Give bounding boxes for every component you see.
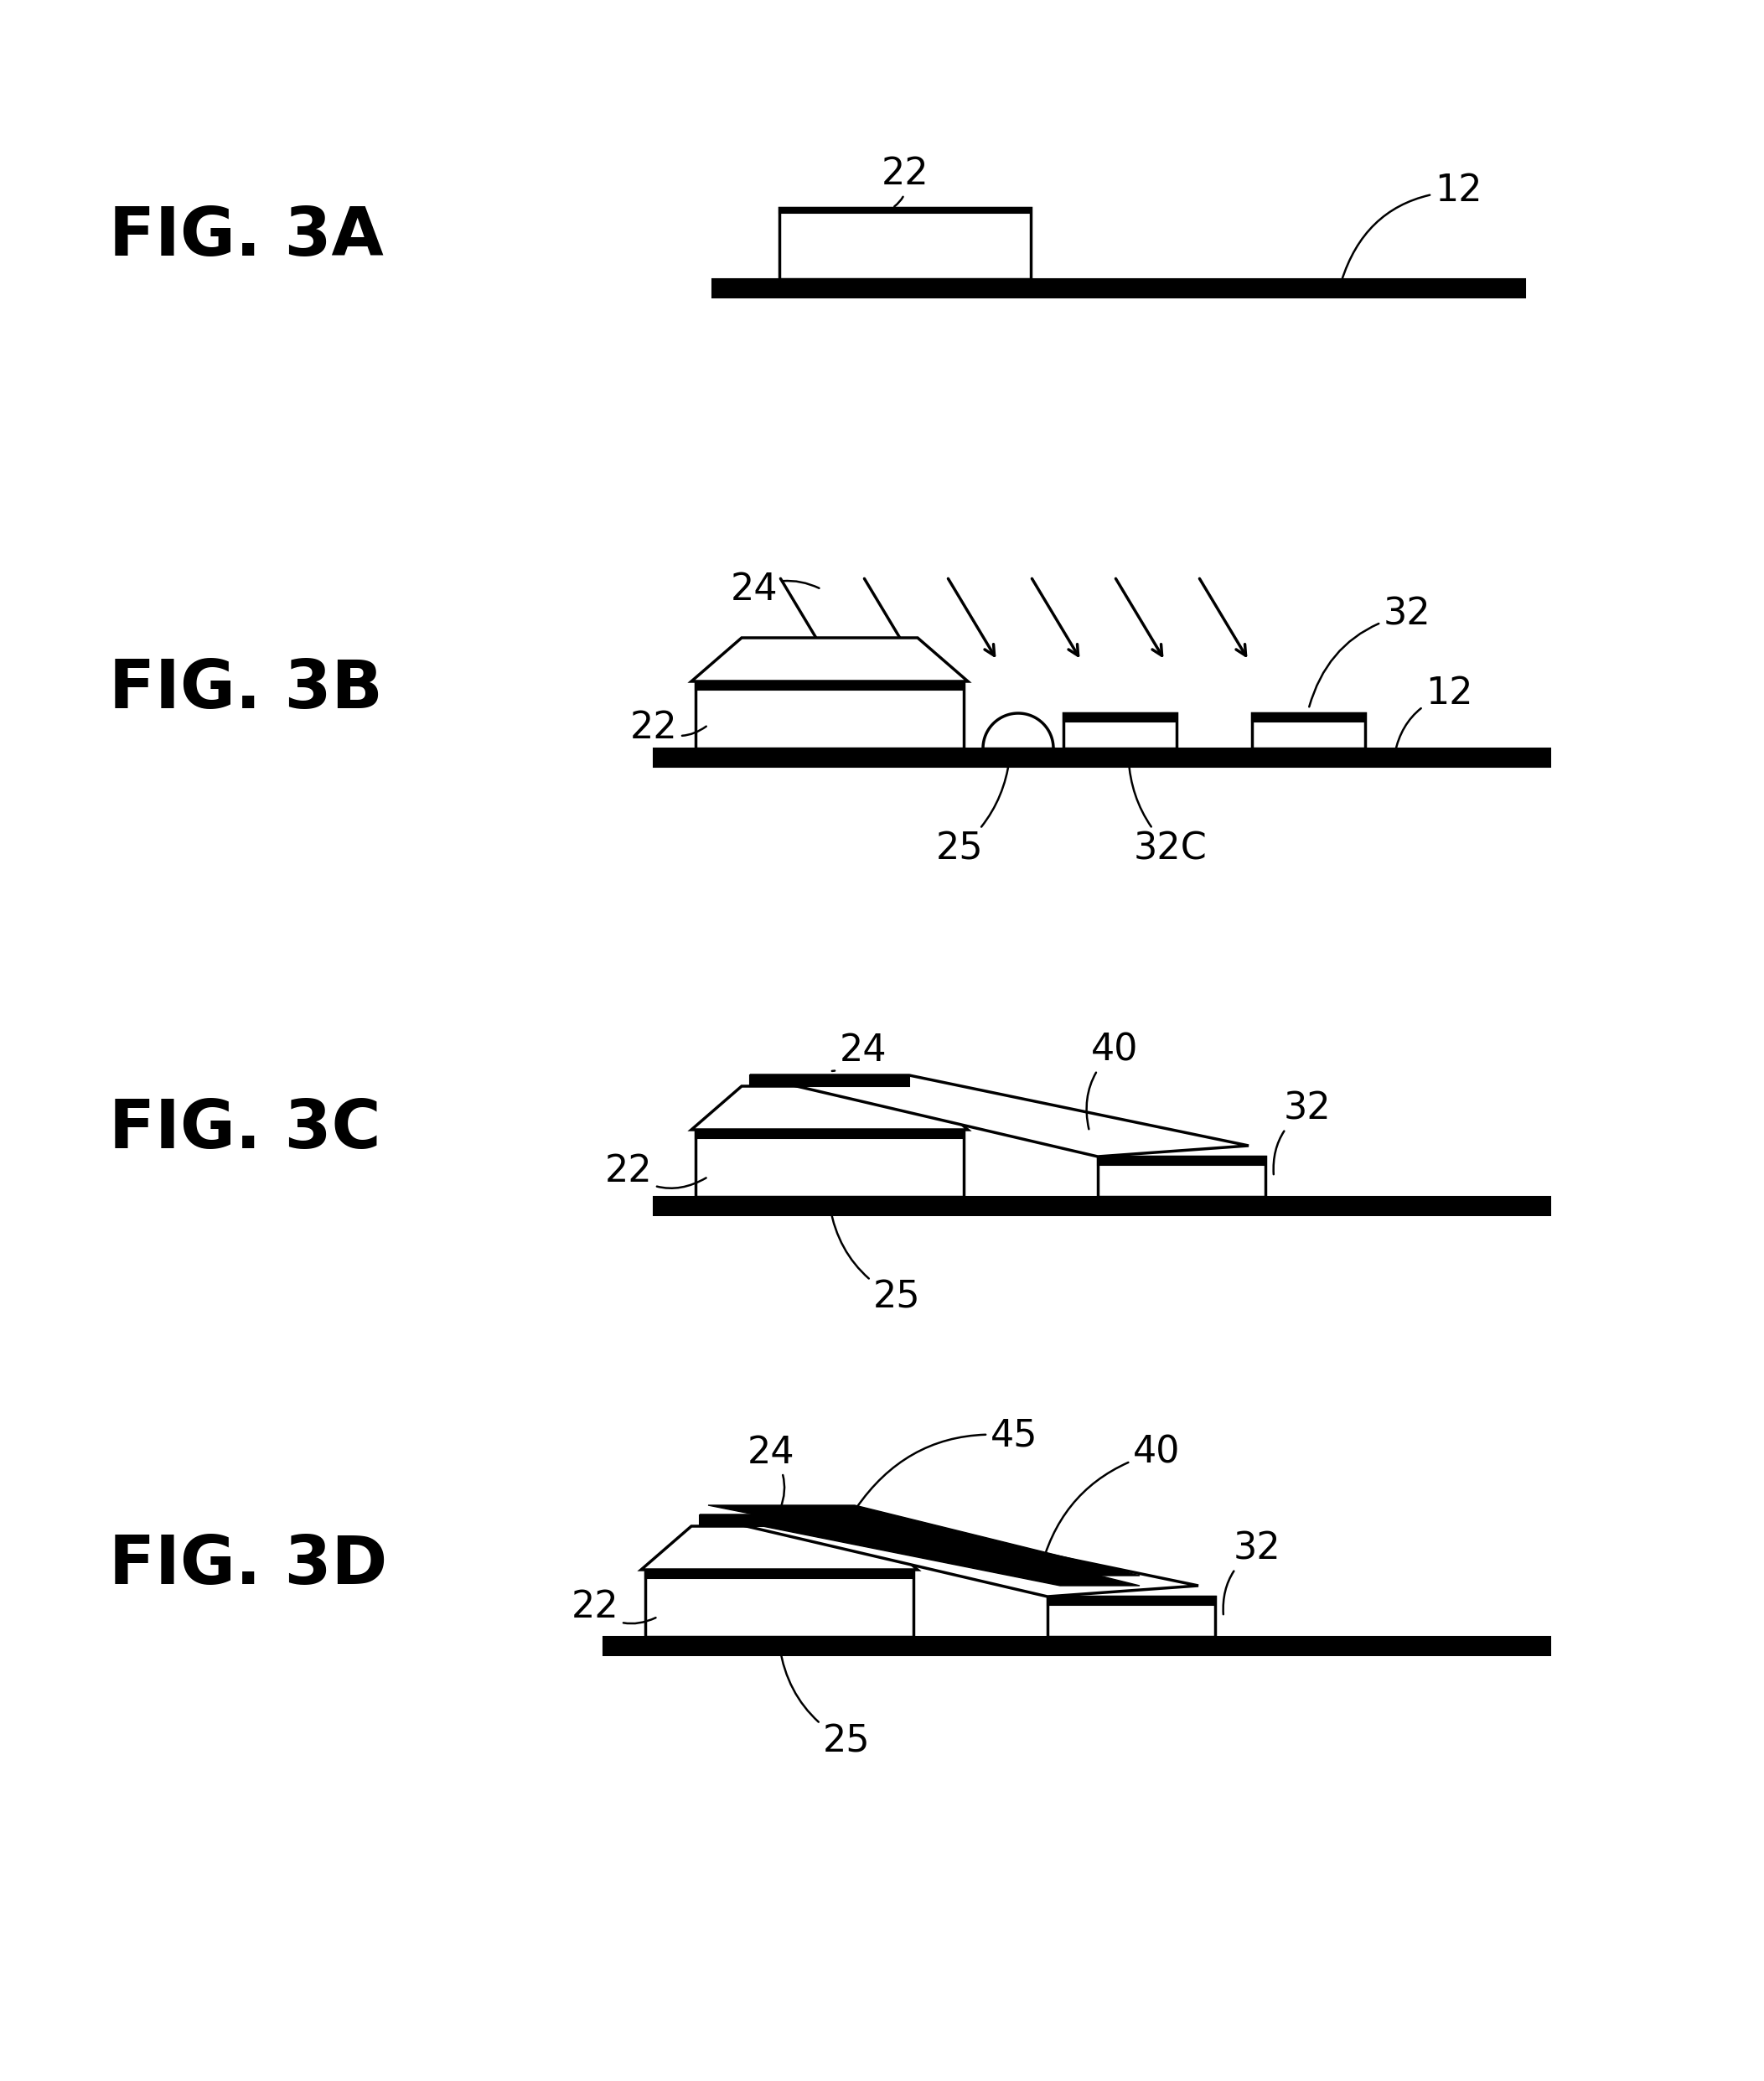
Text: 45: 45 [856, 1417, 1037, 1509]
Bar [695, 1130, 963, 1138]
Text: 32C: 32C [1129, 760, 1207, 868]
Text: FIG. 3D: FIG. 3D [109, 1534, 388, 1598]
Bar [646, 1569, 914, 1638]
Text: 25: 25 [831, 1207, 921, 1315]
Text: 40: 40 [1039, 1434, 1180, 1573]
Polygon shape [691, 1086, 968, 1130]
Bar [713, 279, 1526, 298]
Text: 22: 22 [882, 156, 930, 206]
Text: 40: 40 [1087, 1032, 1138, 1130]
Bar [1097, 1157, 1265, 1197]
Polygon shape [707, 1505, 1140, 1575]
Bar [646, 1569, 914, 1577]
Text: 25: 25 [780, 1648, 870, 1761]
Bar [1252, 714, 1365, 749]
Bar [1064, 714, 1177, 749]
Bar [780, 208, 1030, 212]
Bar [750, 1076, 908, 1086]
Bar [1252, 714, 1365, 722]
Bar [1048, 1596, 1215, 1604]
Text: 22: 22 [630, 710, 706, 745]
Bar [695, 1130, 963, 1197]
Bar [1048, 1596, 1215, 1638]
Text: 12: 12 [1341, 173, 1482, 281]
Bar [654, 749, 1551, 768]
Bar [695, 680, 963, 749]
Text: 22: 22 [605, 1153, 706, 1190]
Text: FIG. 3A: FIG. 3A [109, 204, 383, 271]
Bar [780, 208, 1030, 279]
Polygon shape [707, 1515, 1140, 1586]
Text: 32: 32 [1222, 1532, 1281, 1615]
Text: 22: 22 [572, 1590, 656, 1625]
Bar [695, 680, 963, 689]
Text: 32: 32 [1274, 1090, 1332, 1174]
Text: FIG. 3C: FIG. 3C [109, 1097, 381, 1163]
Text: 24: 24 [730, 570, 818, 608]
Text: 24: 24 [833, 1032, 887, 1072]
Polygon shape [700, 1515, 1198, 1596]
Text: 32: 32 [1309, 597, 1431, 708]
Text: 25: 25 [935, 760, 1009, 868]
Bar [700, 1515, 859, 1525]
Polygon shape [750, 1076, 1249, 1157]
Bar [603, 1638, 1551, 1654]
Text: 12: 12 [1395, 676, 1473, 753]
Bar [1064, 714, 1177, 722]
Bar [654, 1197, 1551, 1215]
Bar [1097, 1157, 1265, 1165]
Polygon shape [691, 637, 968, 680]
Polygon shape [640, 1525, 917, 1569]
Text: FIG. 3B: FIG. 3B [109, 658, 383, 722]
Text: 24: 24 [748, 1434, 796, 1509]
